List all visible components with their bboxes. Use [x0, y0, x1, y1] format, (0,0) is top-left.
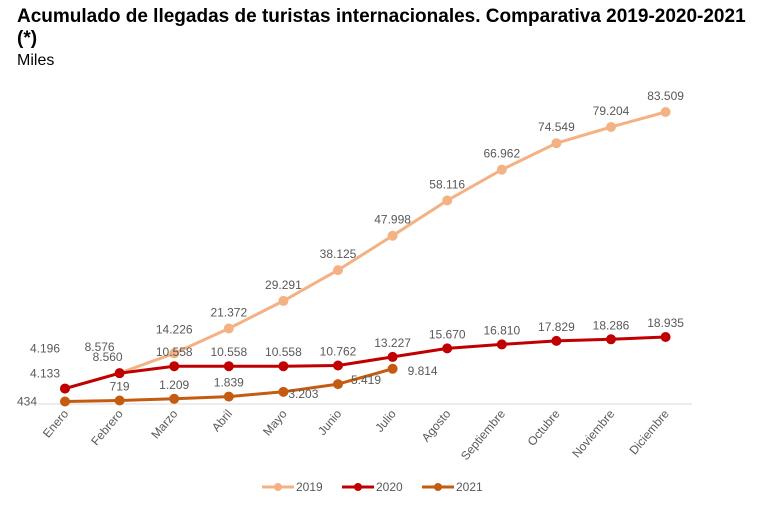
data-label: 16.810 [483, 323, 520, 337]
data-point [223, 323, 234, 334]
data-point [442, 343, 453, 354]
series-line-2020 [64, 335, 666, 391]
data-point [442, 195, 453, 206]
data-point [278, 295, 289, 306]
legend-item-2021: 2021 [422, 480, 483, 494]
x-tick-label: Enero [40, 407, 72, 441]
data-label: 18.286 [593, 318, 630, 332]
legend-marker [274, 483, 282, 491]
legend-marker [354, 483, 362, 491]
data-point [223, 361, 234, 372]
data-label: 1.839 [214, 376, 244, 390]
data-label: 47.998 [374, 213, 411, 227]
data-point [114, 395, 125, 406]
chart-title: Acumulado de llegadas de turistas intern… [17, 6, 746, 49]
data-label: 9.814 [408, 364, 438, 378]
data-point [333, 360, 343, 371]
data-label: 58.116 [429, 177, 465, 191]
data-label: 719 [110, 379, 130, 393]
data-label: 83.509 [647, 89, 684, 103]
x-tick-label: Octubre [525, 407, 563, 449]
data-point [114, 368, 125, 379]
data-point [169, 361, 180, 372]
data-label: 434 [17, 394, 37, 408]
x-tick-label: Junio [315, 407, 344, 438]
data-label: 29.291 [265, 278, 302, 292]
data-label: 8.560 [93, 350, 123, 364]
data-point [278, 386, 289, 397]
data-label: 14.226 [156, 322, 193, 336]
x-tick-label: Septiembre [458, 407, 508, 463]
data-point [223, 391, 234, 402]
legend-item-2019: 2019 [262, 480, 323, 494]
data-label: 10.558 [265, 345, 302, 359]
data-label: 17.829 [538, 320, 575, 334]
data-label: 5.419 [351, 373, 381, 387]
data-point [169, 348, 180, 359]
x-tick-label: Agosto [419, 407, 454, 445]
data-point [551, 335, 562, 346]
series-2020 [60, 332, 671, 394]
data-point [387, 351, 398, 362]
data-label: 21.372 [210, 306, 247, 320]
series-2021 [60, 363, 398, 407]
legend-label: 2021 [456, 480, 483, 494]
data-label: 13.227 [374, 336, 411, 350]
x-tick-label: Diciembre [626, 407, 672, 458]
data-point [551, 138, 562, 149]
legend-label: 2020 [376, 480, 403, 494]
data-point [387, 363, 398, 374]
data-label: 66.962 [483, 147, 520, 161]
legend-marker [434, 483, 442, 491]
data-label: 4.133 [30, 367, 60, 381]
data-label: 15.670 [429, 327, 466, 341]
x-tick-label: Noviembre [569, 407, 617, 461]
x-tick-label: Julio [372, 407, 399, 435]
legend: 2019 2020 2021 [262, 480, 483, 494]
data-label: 3.203 [288, 387, 318, 401]
data-point [333, 265, 343, 276]
data-point [333, 379, 343, 390]
data-point [60, 383, 70, 394]
legend-item-2020: 2020 [342, 480, 403, 494]
x-tick-label: Febrero [88, 407, 126, 448]
data-label: 79.204 [593, 104, 630, 118]
series-line-2019 [64, 110, 666, 390]
data-label: 10.558 [210, 345, 247, 359]
data-point [60, 396, 70, 407]
chart-subtitle: Miles [17, 52, 55, 69]
data-point [496, 339, 507, 350]
data-label: 38.125 [320, 247, 357, 261]
data-label: 18.935 [647, 316, 684, 330]
data-point [606, 334, 616, 345]
data-label: 74.549 [538, 120, 575, 134]
data-point [169, 393, 180, 404]
x-tick-label: Marzo [148, 407, 180, 442]
x-tick-label: Mayo [260, 407, 290, 439]
data-point [660, 107, 671, 117]
data-point [278, 361, 289, 372]
legend-label: 2019 [296, 480, 323, 494]
data-point [660, 332, 671, 343]
data-point [606, 122, 616, 133]
data-label: 1.209 [159, 378, 189, 392]
x-tick-label: Abril [209, 407, 235, 434]
data-point [387, 230, 398, 241]
data-point [496, 164, 507, 175]
series-2019 [60, 107, 671, 394]
data-label: 10.762 [320, 344, 357, 358]
data-label: 10.558 [156, 345, 193, 359]
data-label: 4.196 [30, 341, 60, 355]
data-label: 8.576 [85, 340, 115, 354]
